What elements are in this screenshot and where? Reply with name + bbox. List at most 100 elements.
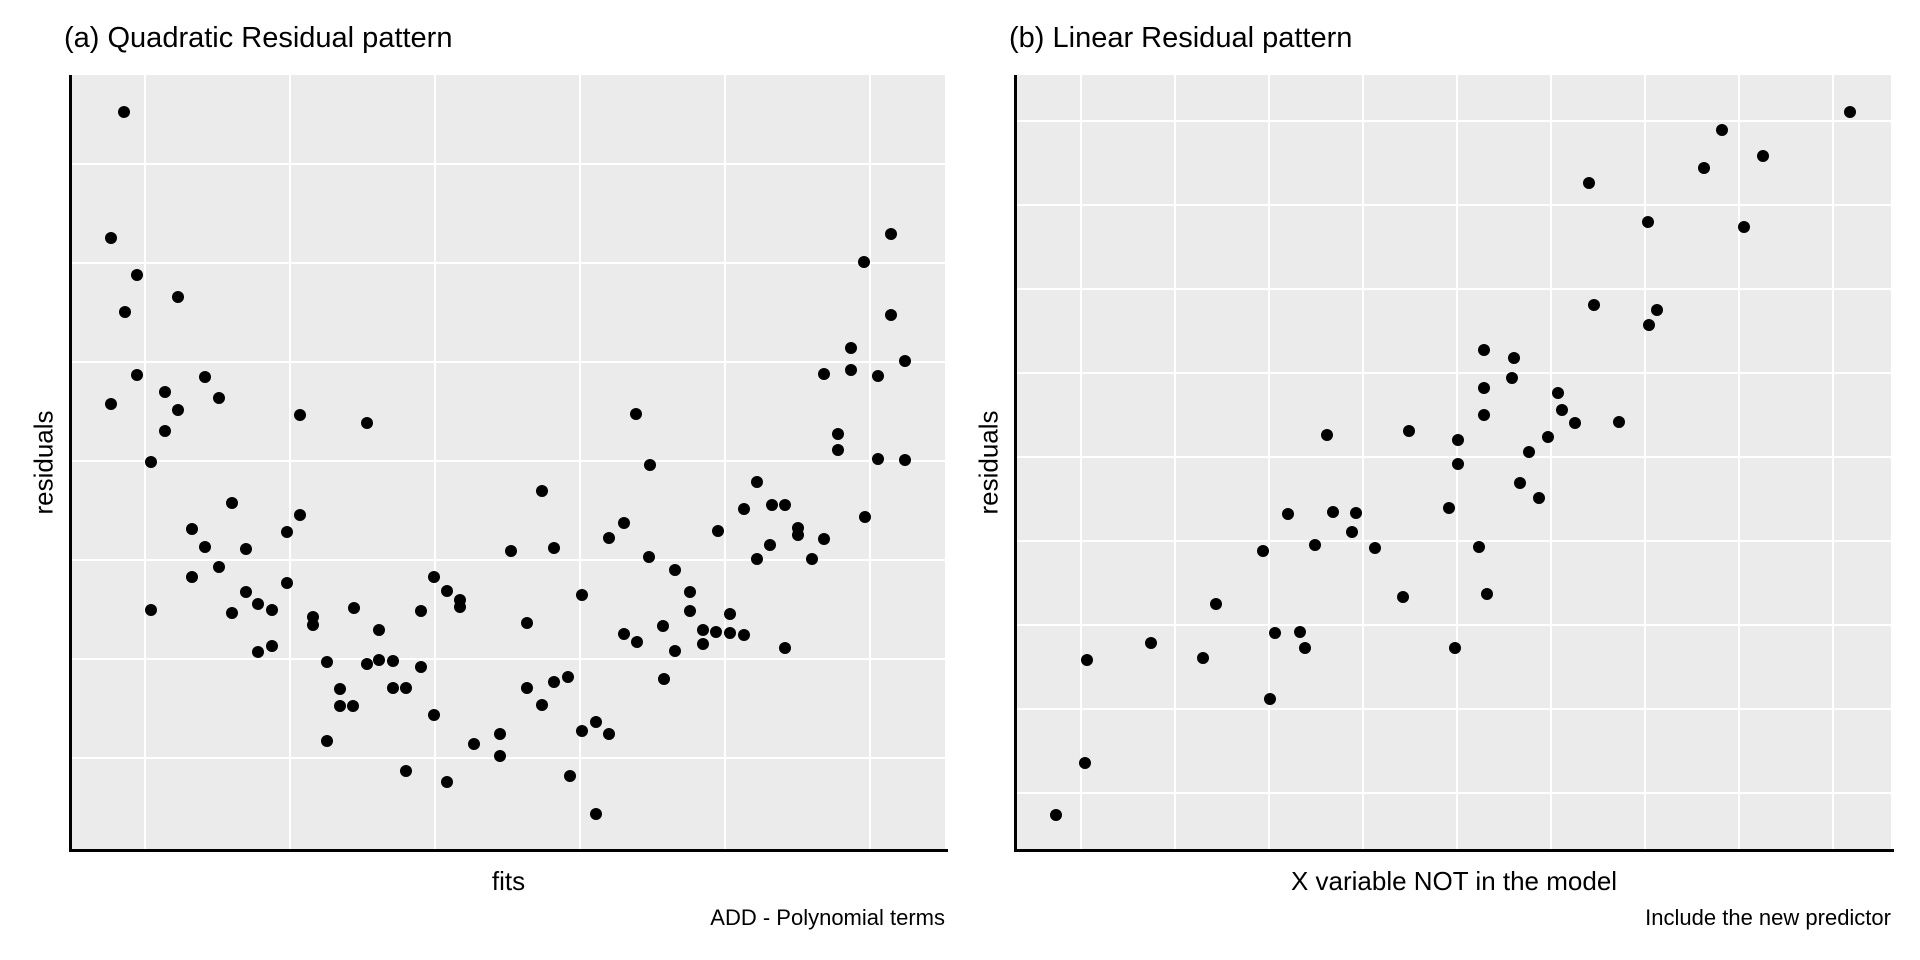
horizontal-gridline bbox=[1017, 624, 1891, 626]
data-point bbox=[226, 497, 238, 509]
data-point bbox=[1449, 642, 1461, 654]
data-point bbox=[494, 750, 506, 762]
data-point bbox=[1079, 757, 1091, 769]
data-point bbox=[252, 646, 264, 658]
vertical-gridline bbox=[434, 75, 436, 849]
data-point bbox=[105, 398, 117, 410]
horizontal-gridline bbox=[72, 361, 945, 363]
data-point bbox=[710, 626, 722, 638]
vertical-gridline bbox=[579, 75, 581, 849]
panel-a-plot-area bbox=[72, 75, 945, 849]
data-point bbox=[738, 629, 750, 641]
data-point bbox=[1716, 124, 1728, 136]
panel-b-x-axis-line bbox=[1014, 849, 1894, 852]
panel-a-caption: ADD - Polynomial terms bbox=[710, 905, 945, 930]
data-point bbox=[213, 561, 225, 573]
data-point bbox=[766, 499, 778, 511]
data-point bbox=[899, 355, 911, 367]
data-point bbox=[576, 725, 588, 737]
data-point bbox=[779, 642, 791, 654]
panel-b-y-axis-title-text: residuals bbox=[973, 409, 1004, 515]
data-point bbox=[712, 525, 724, 537]
data-point bbox=[334, 683, 346, 695]
data-point bbox=[159, 425, 171, 437]
panel-b-plot-area bbox=[1017, 75, 1891, 849]
data-point bbox=[548, 676, 560, 688]
data-point bbox=[521, 617, 533, 629]
data-point bbox=[172, 291, 184, 303]
data-point bbox=[387, 682, 399, 694]
data-point bbox=[494, 728, 506, 740]
data-point bbox=[213, 392, 225, 404]
data-point bbox=[119, 306, 131, 318]
data-point bbox=[1523, 446, 1535, 458]
data-point bbox=[400, 682, 412, 694]
data-point bbox=[658, 673, 670, 685]
data-point bbox=[415, 605, 427, 617]
horizontal-gridline bbox=[1017, 456, 1891, 458]
data-point bbox=[105, 232, 117, 244]
data-point bbox=[1698, 162, 1710, 174]
data-point bbox=[252, 598, 264, 610]
vertical-gridline bbox=[1268, 75, 1270, 849]
data-point bbox=[618, 628, 630, 640]
data-point bbox=[1556, 404, 1568, 416]
data-point bbox=[294, 409, 306, 421]
horizontal-gridline bbox=[1017, 120, 1891, 122]
data-point bbox=[373, 624, 385, 636]
data-point bbox=[145, 604, 157, 616]
data-point bbox=[294, 509, 306, 521]
horizontal-gridline bbox=[72, 559, 945, 561]
data-point bbox=[859, 511, 871, 523]
data-point bbox=[603, 728, 615, 740]
panel-a-x-axis-title: fits bbox=[491, 866, 526, 896]
vertical-gridline bbox=[1832, 75, 1834, 849]
data-point bbox=[1197, 652, 1209, 664]
data-point bbox=[818, 533, 830, 545]
data-point bbox=[415, 661, 427, 673]
data-point bbox=[1738, 221, 1750, 233]
data-point bbox=[697, 624, 709, 636]
data-point bbox=[240, 586, 252, 598]
data-point bbox=[644, 459, 656, 471]
data-point bbox=[1346, 526, 1358, 538]
data-point bbox=[657, 620, 669, 632]
data-point bbox=[441, 776, 453, 788]
data-point bbox=[1533, 492, 1545, 504]
data-point bbox=[751, 553, 763, 565]
data-point bbox=[1282, 508, 1294, 520]
data-point bbox=[536, 485, 548, 497]
data-point bbox=[1478, 344, 1490, 356]
data-point bbox=[1309, 539, 1321, 551]
data-point bbox=[564, 770, 576, 782]
data-point bbox=[1481, 588, 1493, 600]
data-point bbox=[548, 542, 560, 554]
data-point bbox=[199, 541, 211, 553]
data-point bbox=[899, 454, 911, 466]
data-point bbox=[1651, 304, 1663, 316]
data-point bbox=[1514, 477, 1526, 489]
data-point bbox=[521, 682, 533, 694]
data-point bbox=[118, 106, 130, 118]
panel-a-y-axis-title: residuals bbox=[22, 75, 66, 849]
data-point bbox=[738, 503, 750, 515]
data-point bbox=[1321, 429, 1333, 441]
data-point bbox=[1257, 545, 1269, 557]
data-point bbox=[603, 532, 615, 544]
data-point bbox=[697, 638, 709, 650]
data-point bbox=[1350, 507, 1362, 519]
vertical-gridline bbox=[289, 75, 291, 849]
data-point bbox=[630, 408, 642, 420]
panel-b-x-axis-title: X variable NOT in the model bbox=[1290, 866, 1618, 896]
data-point bbox=[724, 627, 736, 639]
horizontal-gridline bbox=[72, 262, 945, 264]
data-point bbox=[684, 586, 696, 598]
data-point bbox=[1478, 382, 1490, 394]
data-point bbox=[1145, 637, 1157, 649]
data-point bbox=[590, 716, 602, 728]
panel-a-y-axis-title-text: residuals bbox=[28, 409, 59, 515]
data-point bbox=[131, 369, 143, 381]
panel-a-y-axis-line bbox=[69, 75, 72, 852]
data-point bbox=[669, 645, 681, 657]
data-point bbox=[1397, 591, 1409, 603]
